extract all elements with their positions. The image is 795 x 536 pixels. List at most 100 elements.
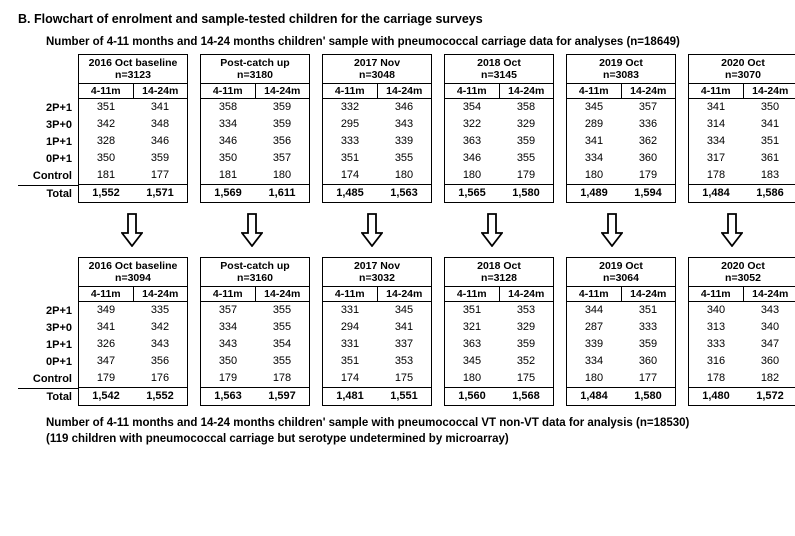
column-header: 4-11m: [323, 84, 378, 98]
column-headers: 4-11m14-24m: [689, 84, 795, 99]
data-row: 180175: [445, 370, 553, 387]
data-row: 347356: [79, 353, 187, 370]
cell: 354: [445, 99, 499, 116]
panel-header: 2020 Octn=3070: [689, 55, 795, 84]
survey-panel: Post-catch upn=31804-11m14-24m3583593343…: [200, 54, 310, 203]
cell: 342: [79, 116, 133, 133]
cell: 341: [567, 133, 621, 150]
survey-panel: 2020 Octn=30704-11m14-24m341350314341334…: [688, 54, 795, 203]
cell: 344: [567, 302, 621, 319]
data-row: 295343: [323, 116, 431, 133]
arrow-slot: [198, 213, 306, 247]
cell: 1,594: [621, 185, 675, 202]
arrow-slot: [678, 213, 786, 247]
cell: 313: [689, 319, 743, 336]
cell: 346: [445, 150, 499, 167]
cell: 350: [743, 99, 795, 116]
cell: 350: [79, 150, 133, 167]
cell: 179: [201, 370, 255, 387]
cell: 346: [377, 99, 431, 116]
arrow-slot: [438, 213, 546, 247]
column-header: 14-24m: [256, 287, 310, 301]
data-row: 351341: [79, 99, 187, 116]
survey-panel: 2016 Oct baselinen=30944-11m14-24m349335…: [78, 257, 188, 406]
cell: 175: [499, 370, 553, 387]
cell: 183: [743, 167, 795, 184]
data-row: 179178: [201, 370, 309, 387]
column-headers: 4-11m14-24m: [567, 287, 675, 302]
cell: 347: [79, 353, 133, 370]
cell: 355: [255, 302, 309, 319]
cell: 174: [323, 370, 377, 387]
cell: 179: [621, 167, 675, 184]
data-row: 174180: [323, 167, 431, 184]
cell: 321: [445, 319, 499, 336]
cell: 294: [323, 319, 377, 336]
survey-panel: Post-catch upn=31604-11m14-24m3573553343…: [200, 257, 310, 406]
column-header: 14-24m: [378, 287, 432, 301]
column-headers: 4-11m14-24m: [201, 287, 309, 302]
cell: 342: [133, 319, 187, 336]
down-arrow-icon: [721, 213, 743, 247]
cell: 1,571: [133, 185, 187, 202]
column-header: 4-11m: [79, 84, 134, 98]
panel-header: 2017 Novn=3032: [323, 258, 431, 287]
data-row: 350357: [201, 150, 309, 167]
column-header: 4-11m: [201, 287, 256, 301]
section-title: B. Flowchart of enrolment and sample-tes…: [18, 12, 777, 26]
data-row: 314341: [689, 116, 795, 133]
cell: 1,580: [621, 388, 675, 405]
data-row: 341350: [689, 99, 795, 116]
row-label: Control: [18, 371, 78, 388]
data-row: 342348: [79, 116, 187, 133]
cell: 1,484: [689, 185, 743, 202]
data-row: 322329: [445, 116, 553, 133]
data-row: 358359: [201, 99, 309, 116]
cell: 343: [743, 302, 795, 319]
panel-header: 2016 Oct baselinen=3123: [79, 55, 187, 84]
cell: 174: [323, 167, 377, 184]
row-label: Total: [18, 388, 78, 406]
data-row: 178182: [689, 370, 795, 387]
column-header: 4-11m: [79, 287, 134, 301]
down-arrow-icon: [601, 213, 623, 247]
cell: 357: [621, 99, 675, 116]
cell: 178: [255, 370, 309, 387]
cell: 346: [201, 133, 255, 150]
cell: 180: [567, 167, 621, 184]
panel-header: 2016 Oct baselinen=3094: [79, 258, 187, 287]
data-row: 344351: [567, 302, 675, 319]
cell: 177: [621, 370, 675, 387]
cell: 340: [743, 319, 795, 336]
cell: 356: [133, 353, 187, 370]
panel-header: 2018 Octn=3145: [445, 55, 553, 84]
row-label: Total: [18, 185, 78, 203]
column-headers: 4-11m14-24m: [323, 287, 431, 302]
panel-header: 2020 Octn=3052: [689, 258, 795, 287]
column-header: 4-11m: [567, 84, 622, 98]
survey-panel: 2020 Octn=30524-11m14-24m340343313340333…: [688, 257, 795, 406]
cell: 178: [689, 370, 743, 387]
data-row: 346356: [201, 133, 309, 150]
data-row: 317361: [689, 150, 795, 167]
column-header: 4-11m: [689, 84, 744, 98]
cell: 334: [689, 133, 743, 150]
cell: 322: [445, 116, 499, 133]
data-row: 334351: [689, 133, 795, 150]
cell: 1,568: [499, 388, 553, 405]
data-row: 333339: [323, 133, 431, 150]
cell: 355: [377, 150, 431, 167]
cell: 358: [499, 99, 553, 116]
cell: 341: [689, 99, 743, 116]
cell: 179: [79, 370, 133, 387]
cell: 334: [201, 116, 255, 133]
cell: 355: [255, 353, 309, 370]
cell: 358: [201, 99, 255, 116]
column-header: 14-24m: [744, 287, 795, 301]
column-header: 14-24m: [134, 287, 188, 301]
cell: 179: [499, 167, 553, 184]
top-caption: Number of 4-11 months and 14-24 months c…: [46, 36, 777, 48]
cell: 1,563: [201, 388, 255, 405]
total-row: 1,4891,594: [567, 184, 675, 202]
data-row: 350355: [201, 353, 309, 370]
